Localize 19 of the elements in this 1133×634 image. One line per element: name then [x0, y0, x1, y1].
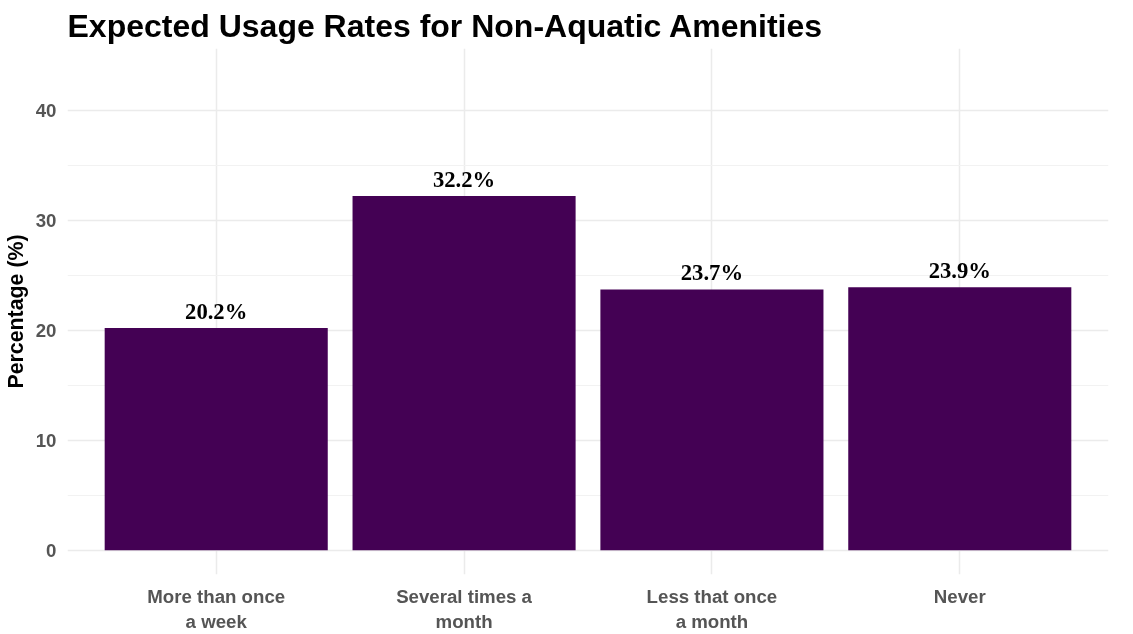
y-tick-label: 30 — [35, 209, 57, 231]
bar — [352, 195, 576, 551]
x-tick-label: Less that once a month — [646, 585, 778, 632]
y-tick-label: 0 — [46, 539, 57, 561]
data-label: 32.2% — [432, 166, 496, 192]
data-label: 20.2% — [185, 299, 248, 325]
x-tick-label: Several times a month — [396, 585, 533, 632]
y-tick-label: 10 — [35, 429, 57, 451]
bar — [600, 289, 824, 551]
bar — [104, 328, 328, 551]
chart-title: Expected Usage Rates for Non-Aquatic Amenities — [67, 7, 823, 44]
bar — [848, 287, 1072, 551]
y-tick-label: 40 — [35, 99, 57, 121]
x-tick-label: More than once a week — [147, 585, 286, 632]
y-tick-label: 20 — [35, 319, 57, 341]
data-label: 23.9% — [928, 258, 991, 284]
y-axis-title: Percentage (%) — [3, 234, 28, 389]
data-label: 23.7% — [680, 260, 744, 286]
x-tick-label: Never — [933, 585, 986, 607]
